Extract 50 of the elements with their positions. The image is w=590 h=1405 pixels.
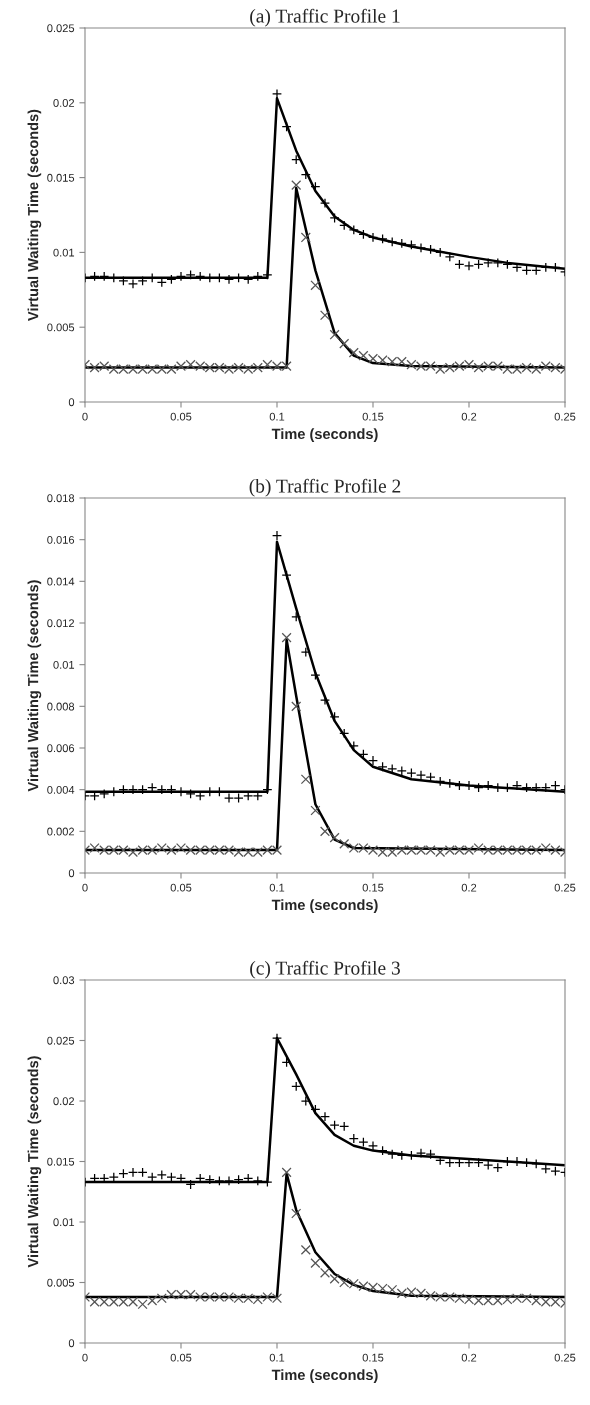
y-tick-label: 0.008 bbox=[47, 702, 75, 711]
x-tick-label: 0.1 bbox=[269, 412, 285, 421]
x-tick-label: 0.1 bbox=[269, 883, 285, 892]
x-tick-label: 0.2 bbox=[461, 1353, 477, 1362]
y-axis-title: Virtual Waiting Time (seconds) bbox=[27, 109, 42, 321]
chart-title: (b) Traffic Profile 2 bbox=[249, 478, 401, 497]
x-tick-label: 0 bbox=[82, 412, 88, 421]
y-tick-label: 0.002 bbox=[47, 827, 75, 836]
y-tick-label: 0.02 bbox=[53, 1097, 75, 1106]
chart-title: (a) Traffic Profile 1 bbox=[250, 8, 400, 27]
y-tick-label: 0.03 bbox=[53, 976, 75, 985]
x-tick-label: 0.2 bbox=[461, 412, 477, 421]
x-tick-label: 0.1 bbox=[269, 1353, 285, 1362]
x-tick-label: 0.05 bbox=[170, 412, 192, 421]
x-tick-label: 0.15 bbox=[362, 412, 384, 421]
y-tick-label: 0.016 bbox=[47, 535, 75, 544]
x-tick-label: 0 bbox=[82, 1353, 88, 1362]
y-tick-label: 0.025 bbox=[47, 1036, 75, 1045]
chart-title: (c) Traffic Profile 3 bbox=[250, 960, 400, 979]
y-tick-label: 0.025 bbox=[47, 24, 75, 33]
y-tick-label: 0.01 bbox=[53, 248, 75, 257]
x-tick-label: 0.15 bbox=[362, 1353, 384, 1362]
x-tick-label: 0.25 bbox=[554, 883, 576, 892]
x-axis-title: Time (seconds) bbox=[271, 899, 378, 913]
y-tick-label: 0.006 bbox=[47, 744, 75, 753]
x-tick-label: 0.25 bbox=[554, 1353, 576, 1362]
y-tick-label: 0.005 bbox=[47, 323, 75, 332]
x-tick-label: 0.25 bbox=[554, 412, 576, 421]
y-tick-label: 0.015 bbox=[47, 173, 75, 182]
x-tick-label: 0 bbox=[82, 883, 88, 892]
y-tick-label: 0.005 bbox=[47, 1278, 75, 1287]
x-axis-title: Time (seconds) bbox=[271, 428, 378, 442]
y-tick-label: 0 bbox=[68, 1339, 75, 1348]
y-tick-label: 0 bbox=[68, 398, 75, 407]
x-tick-label: 0.2 bbox=[461, 883, 477, 892]
y-tick-label: 0.012 bbox=[47, 619, 75, 628]
y-tick-label: 0.004 bbox=[47, 785, 75, 794]
x-tick-label: 0.05 bbox=[170, 883, 192, 892]
x-tick-label: 0.15 bbox=[362, 883, 384, 892]
y-axis-title: Virtual Waiting Time (seconds) bbox=[27, 1056, 42, 1268]
x-tick-label: 0.05 bbox=[170, 1353, 192, 1362]
y-tick-label: 0.01 bbox=[53, 1218, 75, 1227]
y-axis-title: Virtual Waiting Time (seconds) bbox=[27, 580, 42, 792]
y-tick-label: 0.015 bbox=[47, 1157, 75, 1166]
y-tick-label: 0 bbox=[68, 869, 75, 878]
y-tick-label: 0.014 bbox=[47, 577, 75, 586]
x-axis-title: Time (seconds) bbox=[271, 1369, 378, 1383]
y-tick-label: 0.018 bbox=[47, 494, 75, 503]
y-tick-label: 0.01 bbox=[53, 660, 75, 669]
y-tick-label: 0.02 bbox=[53, 99, 75, 107]
